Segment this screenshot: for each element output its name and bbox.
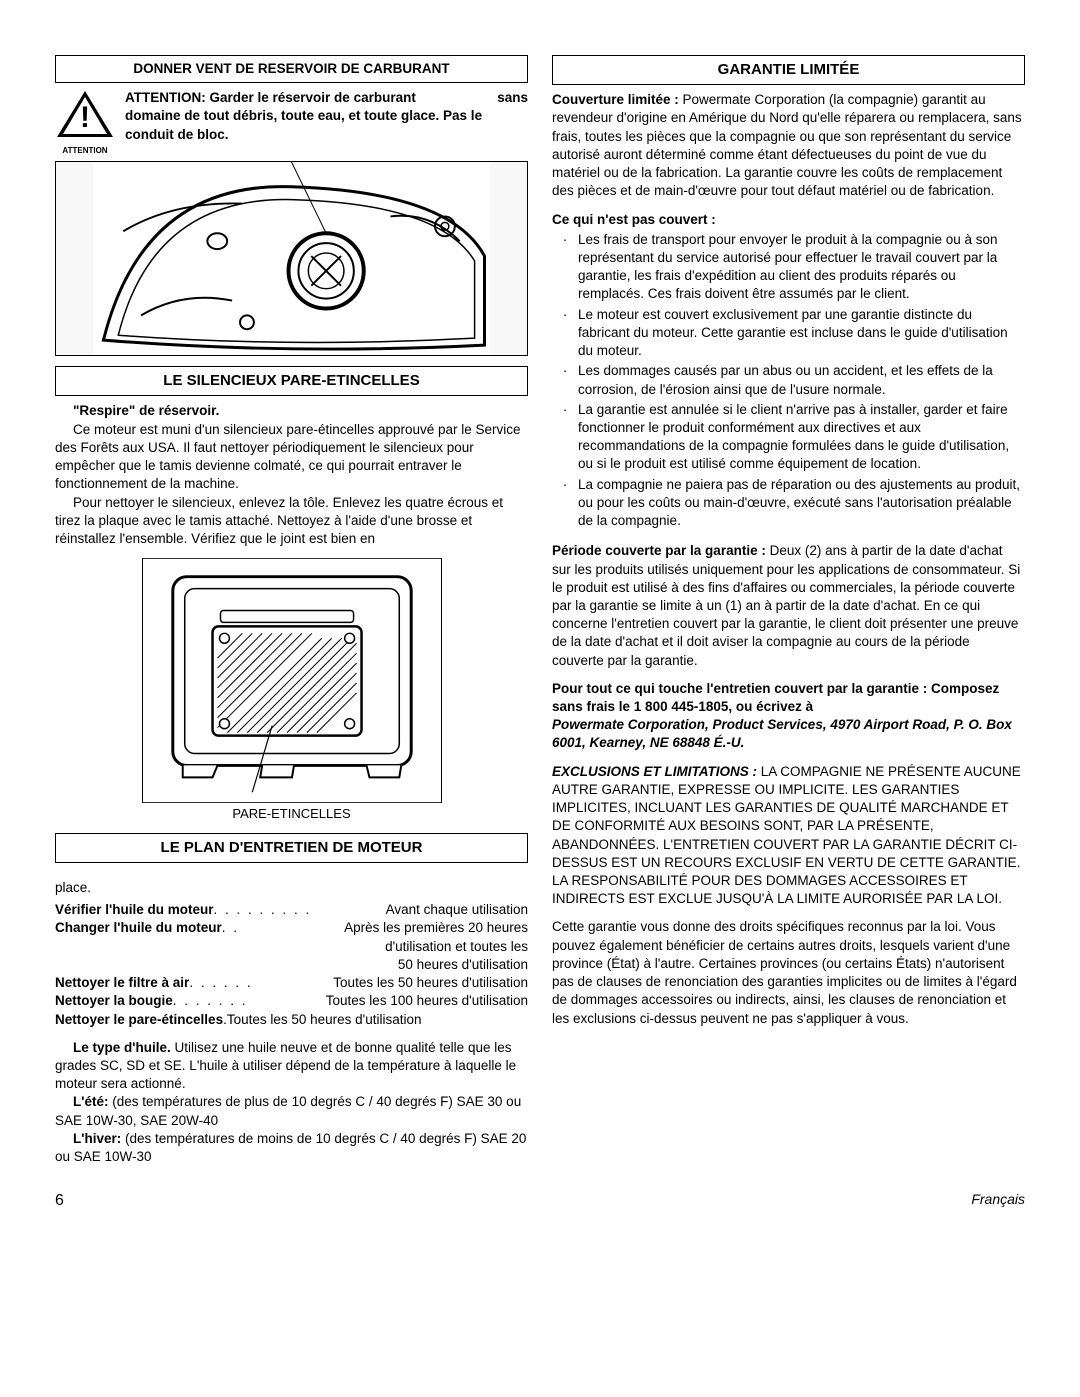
coverage-rest: Powermate Corporation (la compagnie) gar… [552, 92, 1022, 198]
dots: . . . . . . [189, 974, 333, 992]
bullet-icon: · [552, 362, 578, 380]
period-lead: Période couverte par la garantie : [552, 543, 766, 558]
maint-row: Nettoyer le filtre à air . . . . . . Tou… [55, 974, 528, 992]
diagram-fuel-tank [55, 161, 528, 356]
maint-label: Nettoyer le pare-étincelles [55, 1011, 223, 1029]
maintenance-header: LE PLAN D'ENTRETIEN DE MOTEUR [55, 833, 528, 863]
exclusion-list: ·Les frais de transport pour envoyer le … [552, 231, 1025, 531]
summer-rest: (des températures de plus de 10 degrés C… [55, 1094, 521, 1127]
attention-caption: ATTENTION [55, 146, 115, 157]
exclusion-text: La garantie est annulée si le client n'a… [578, 401, 1025, 474]
bullet-icon: · [552, 231, 578, 249]
exclusion-text: Le moteur est couvert exclusivement par … [578, 306, 1025, 361]
summer-lead: L'été: [73, 1094, 108, 1109]
maint-value: Avant chaque utilisation [386, 901, 528, 919]
bullet-icon: · [552, 306, 578, 324]
maint-label: Nettoyer la bougie [55, 992, 173, 1010]
attention-lead: ATTENTION: Garder le réservoir de carbur… [125, 90, 416, 105]
winter-lead: L'hiver: [73, 1131, 121, 1146]
warranty-period: Période couverte par la garantie : Deux … [552, 542, 1025, 670]
maint-value: Toutes les 100 heures d'utilisation [326, 992, 528, 1010]
list-item: ·Les frais de transport pour envoyer le … [552, 231, 1025, 304]
exclusions-limitations: EXCLUSIONS ET LIMITATIONS : LA COMPAGNIE… [552, 763, 1025, 909]
muffler-header: LE SILENCIEUX PARE-ETINCELLES [55, 366, 528, 396]
maint-row: Nettoyer la bougie . . . . . . . Toutes … [55, 992, 528, 1010]
service-line-1: Pour tout ce qui touche l'entretien couv… [552, 680, 1025, 716]
oil-type: Le type d'huile. Utilisez une huile neuv… [55, 1039, 528, 1094]
muffler-p3: tirez la plaque avec le tamis attaché. N… [55, 512, 528, 548]
dots: . . . . . . . [173, 992, 326, 1010]
dots: . . . . . . . . . [214, 901, 386, 919]
maint-cont-text: d'utilisation et toutes les [385, 938, 528, 956]
limits-lead: EXCLUSIONS ET LIMITATIONS : [552, 764, 757, 779]
svg-text:!: ! [80, 101, 90, 134]
dots: . . [222, 919, 344, 937]
muffler-p2: Pour nettoyer le silencieux, enlevez la … [55, 494, 528, 512]
maint-value: Toutes les 50 heures d'utilisation [333, 974, 528, 992]
list-item: ·Le moteur est couvert exclusivement par… [552, 306, 1025, 361]
attention-text: ATTENTION: Garder le réservoir de carbur… [125, 89, 528, 144]
attention-rest: domaine de tout débris, toute eau, et to… [125, 108, 482, 141]
attention-block: ! ATTENTION ATTENTION: Garder le réservo… [55, 89, 528, 157]
limits-rest: LA COMPAGNIE NE PRÉSENTE AUCUNE AUTRE GA… [552, 764, 1021, 907]
exclusion-text: Les dommages causés par un abus ou un ac… [578, 362, 1025, 398]
maint-label: Changer l'huile du moteur [55, 919, 222, 937]
maint-value: Toutes les 50 heures d'utilisation [227, 1011, 422, 1029]
bullet-icon: · [552, 401, 578, 419]
exclusion-text: Les frais de transport pour envoyer le p… [578, 231, 1025, 304]
diagram-spark-arrester-wrap: PARE-ETINCELLES [55, 558, 528, 823]
muffler-p1: Ce moteur est muni d'un silencieux pare-… [55, 421, 528, 494]
left-column: DONNER VENT DE RESERVOIR DE CARBURANT ! … [55, 55, 528, 1166]
coverage-paragraph: Couverture limitée : Powermate Corporati… [552, 91, 1025, 200]
exclusion-text: La compagnie ne paiera pas de réparation… [578, 476, 1025, 531]
maint-label: Nettoyer le filtre à air [55, 974, 189, 992]
maint-cont: d'utilisation et toutes les [55, 938, 528, 956]
maint-row: Nettoyer le pare-étincelles . Toutes les… [55, 1011, 528, 1029]
spark-arrester-caption: PARE-ETINCELLES [55, 805, 528, 823]
maint-row: Changer l'huile du moteur . . Après les … [55, 919, 528, 937]
attention-sans: sans [497, 89, 528, 107]
service-address: Powermate Corporation, Product Services,… [552, 716, 1025, 752]
maint-cont-text: 50 heures d'utilisation [398, 956, 528, 974]
coverage-lead: Couverture limitée : [552, 92, 679, 107]
diagram-spark-arrester [142, 558, 442, 803]
page-columns: DONNER VENT DE RESERVOIR DE CARBURANT ! … [55, 55, 1025, 1166]
warranty-header: GARANTIE LIMITÉE [552, 55, 1025, 85]
maint-cont: 50 heures d'utilisation [55, 956, 528, 974]
right-column: GARANTIE LIMITÉE Couverture limitée : Po… [552, 55, 1025, 1166]
page-footer: 6 Français [55, 1190, 1025, 1212]
not-covered-header: Ce qui n'est pas couvert : [552, 211, 1025, 229]
page-number: 6 [55, 1190, 64, 1212]
maint-place: place. [55, 879, 528, 897]
bullet-icon: · [552, 476, 578, 494]
respire-label: "Respire" de réservoir. [55, 402, 528, 420]
oil-type-lead: Le type d'huile. [73, 1040, 171, 1055]
oil-winter: L'hiver: (des températures de moins de 1… [55, 1130, 528, 1166]
oil-summer: L'été: (des températures de plus de 10 d… [55, 1093, 528, 1129]
maintenance-list: Vérifier l'huile du moteur . . . . . . .… [55, 901, 528, 1029]
list-item: ·Les dommages causés par un abus ou un a… [552, 362, 1025, 398]
period-rest: Deux (2) ans à partir de la date d'achat… [552, 543, 1020, 667]
language-label: Français [971, 1190, 1025, 1212]
maint-value: Après les premières 20 heures [344, 919, 528, 937]
maint-label: Vérifier l'huile du moteur [55, 901, 214, 919]
warning-triangle-icon: ! ATTENTION [55, 89, 115, 157]
winter-rest: (des températures de moins de 10 degrés … [55, 1131, 526, 1164]
list-item: ·La compagnie ne paiera pas de réparatio… [552, 476, 1025, 531]
maint-row: Vérifier l'huile du moteur . . . . . . .… [55, 901, 528, 919]
list-item: ·La garantie est annulée si le client n'… [552, 401, 1025, 474]
legal-rights: Cette garantie vous donne des droits spé… [552, 918, 1025, 1027]
fuel-vent-header: DONNER VENT DE RESERVOIR DE CARBURANT [55, 55, 528, 83]
